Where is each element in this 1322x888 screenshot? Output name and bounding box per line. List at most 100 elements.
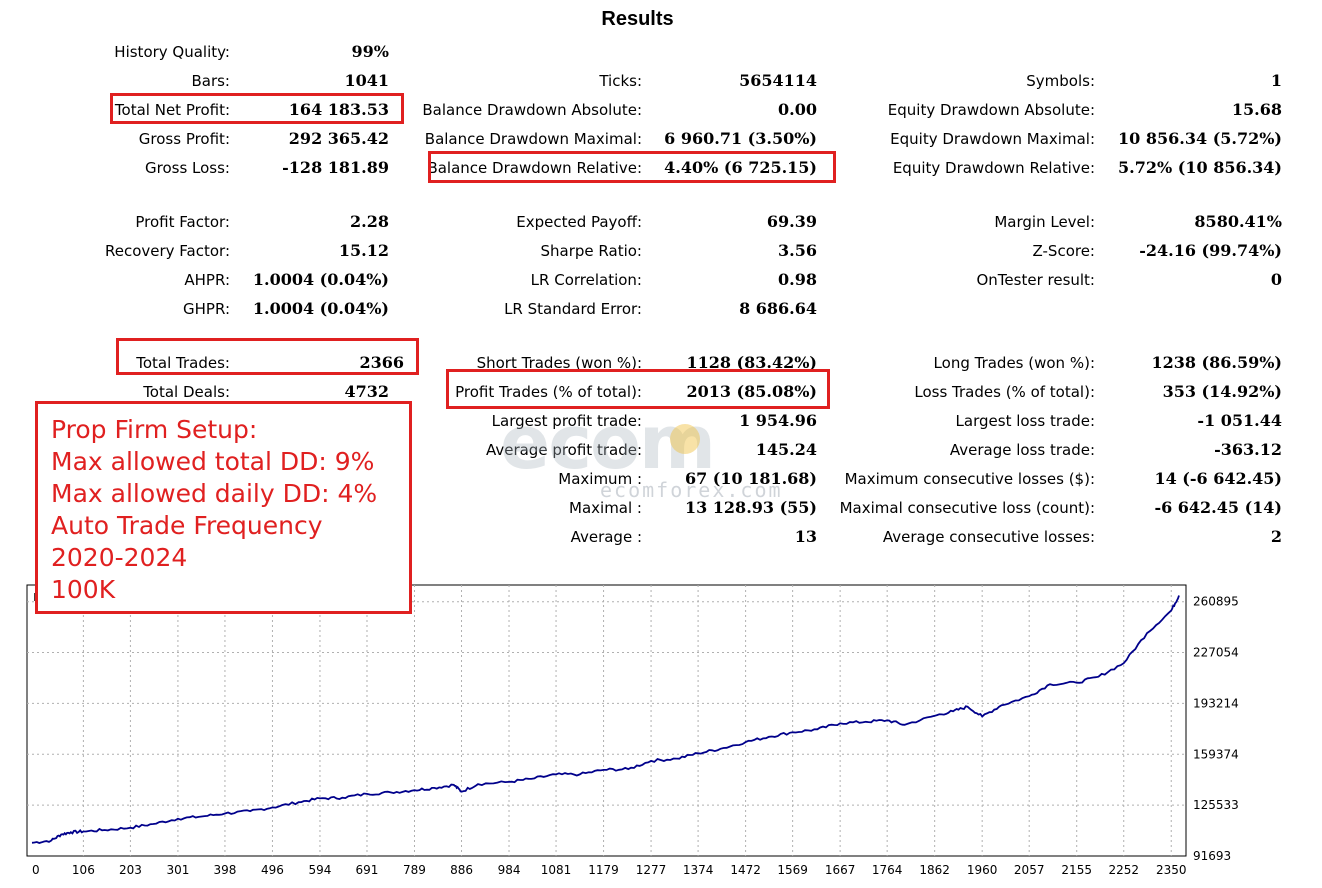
highlight-total-trades [116,338,419,375]
max-consec-losses-label: Maximum consecutive losses ($): [844,470,1095,488]
x-tick-label: 691 [356,863,379,877]
note-line-1: Prop Firm Setup: [51,415,258,444]
total-net-profit-label: Total Net Profit: [114,101,230,119]
ghpr-value: 1.0004 (0.04%) [252,299,389,318]
y-tick-label: 193214 [1193,696,1239,710]
x-tick-label: 1277 [636,863,667,877]
x-tick-label: 594 [309,863,332,877]
y-tick-label: 125533 [1193,798,1239,812]
sharpe-ratio-label: Sharpe Ratio: [540,242,642,260]
x-tick-label: 2155 [1061,863,1092,877]
note-line-3: Max allowed daily DD: 4% [51,479,378,508]
results-title: Results [601,8,674,30]
x-tick-label: 1569 [777,863,808,877]
equity-dd-abs-value: 15.68 [1231,100,1282,119]
note-line-5: 2020-2024 [51,543,188,572]
ahpr-value: 1.0004 (0.04%) [252,270,389,289]
recovery-factor-value: 15.12 [338,241,389,260]
highlight-profit-trades [446,369,830,409]
symbols-value: 1 [1270,71,1282,90]
short-trades-label: Short Trades (won %): [476,354,642,372]
x-tick-label: 1081 [541,863,572,877]
x-tick-label: 1862 [919,863,950,877]
highlight-total-net-profit [110,93,404,124]
largest-profit-label: Largest profit trade: [491,412,642,430]
total-trades-value: 2366 [359,353,404,372]
equity-dd-max-value: 10 856.34 (5.72%) [1118,129,1282,148]
long-trades-value: 1238 (86.59%) [1151,353,1282,372]
x-tick-label: 2252 [1108,863,1139,877]
maximal-consec-loss-value: -6 642.45 (14) [1154,498,1282,517]
balance-dd-abs-label: Balance Drawdown Absolute: [422,101,642,119]
avg-consec-wins-label: Average : [570,528,642,546]
recovery-factor-label: Recovery Factor: [104,242,230,260]
margin-level-value: 8580.41% [1194,212,1282,231]
average-loss-label: Average loss trade: [949,441,1095,459]
x-tick-label: 1472 [730,863,761,877]
equity-dd-rel-value: 5.72% (10 856.34) [1118,158,1282,177]
x-tick-label: 984 [498,863,521,877]
balance-dd-max-label: Balance Drawdown Maximal: [424,130,642,148]
ontester-value: 0 [1270,270,1282,289]
loss-trades-value: 353 (14.92%) [1162,382,1282,401]
avg-consec-wins-value: 13 [794,527,817,546]
balance-dd-rel-value: 4.40% (6 725.15) [664,158,817,177]
ghpr-label: GHPR: [183,300,230,318]
balance-dd-abs-value: 0.00 [778,100,817,119]
z-score-value: -24.16 (99.74%) [1139,241,1282,260]
long-trades-label: Long Trades (won %): [933,354,1095,372]
short-trades-value: 1128 (83.42%) [686,353,817,372]
largest-profit-value: 1 954.96 [739,411,817,430]
x-tick-label: 789 [403,863,426,877]
balance-dd-rel-label: Balance Drawdown Relative: [427,159,642,177]
average-profit-label: Average profit trade: [485,441,642,459]
profit-trades-value: 2013 (85.08%) [686,382,817,401]
balance-dd-max-value: 6 960.71 (3.50%) [664,129,817,148]
x-tick-label: 1179 [588,863,619,877]
x-tick-label: 0 [32,863,40,877]
gross-loss-value: -128 181.89 [282,158,389,177]
ticks-label: Ticks: [599,72,642,90]
x-tick-label: 2057 [1014,863,1045,877]
largest-loss-value: -1 051.44 [1197,411,1282,430]
ahpr-label: AHPR: [184,271,230,289]
y-tick-label: 159374 [1193,747,1239,761]
history-quality-label: History Quality: [114,43,230,61]
max-consec-wins-label: Maximum : [558,470,642,488]
y-tick-label: 227054 [1193,646,1239,660]
bars-value: 1041 [344,71,389,90]
note-line-6: 100K [51,575,116,604]
equity-dd-rel-label: Equity Drawdown Relative: [892,159,1095,177]
watermark-dot-icon [670,424,700,454]
x-tick-label: 203 [119,863,142,877]
avg-consec-losses-label: Average consecutive losses: [882,528,1095,546]
total-trades-label: Total Trades: [136,354,230,372]
maximal-consec-loss-label: Maximal consecutive loss (count): [839,499,1095,517]
sharpe-ratio-value: 3.56 [778,241,817,260]
x-tick-label: 398 [213,863,236,877]
lr-correlation-value: 0.98 [778,270,817,289]
average-loss-value: -363.12 [1214,440,1282,459]
z-score-label: Z-Score: [1032,242,1096,260]
lr-correlation-label: LR Correlation: [530,271,642,289]
note-line-4: Auto Trade Frequency [51,511,323,540]
lr-std-error-label: LR Standard Error: [504,300,642,318]
x-tick-label: 106 [72,863,95,877]
x-tick-label: 2350 [1156,863,1187,877]
max-consec-losses-value: 14 (-6 642.45) [1154,469,1282,488]
ticks-value: 5654114 [739,71,817,90]
symbols-label: Symbols: [1026,72,1095,90]
y-tick-label: 91693 [1193,849,1231,863]
ontester-label: OnTester result: [976,271,1095,289]
balance-line [31,595,1180,844]
bars-label: Bars: [191,72,230,90]
lr-std-error-value: 8 686.64 [739,299,817,318]
average-profit-value: 145.24 [755,440,817,459]
expected-payoff-value: 69.39 [766,212,817,231]
y-tick-label: 260895 [1193,595,1239,609]
total-deals-label: Total Deals: [143,383,230,401]
profit-factor-label: Profit Factor: [135,213,230,231]
x-tick-label: 1374 [683,863,714,877]
largest-loss-label: Largest loss trade: [955,412,1095,430]
equity-dd-abs-label: Equity Drawdown Absolute: [887,101,1095,119]
